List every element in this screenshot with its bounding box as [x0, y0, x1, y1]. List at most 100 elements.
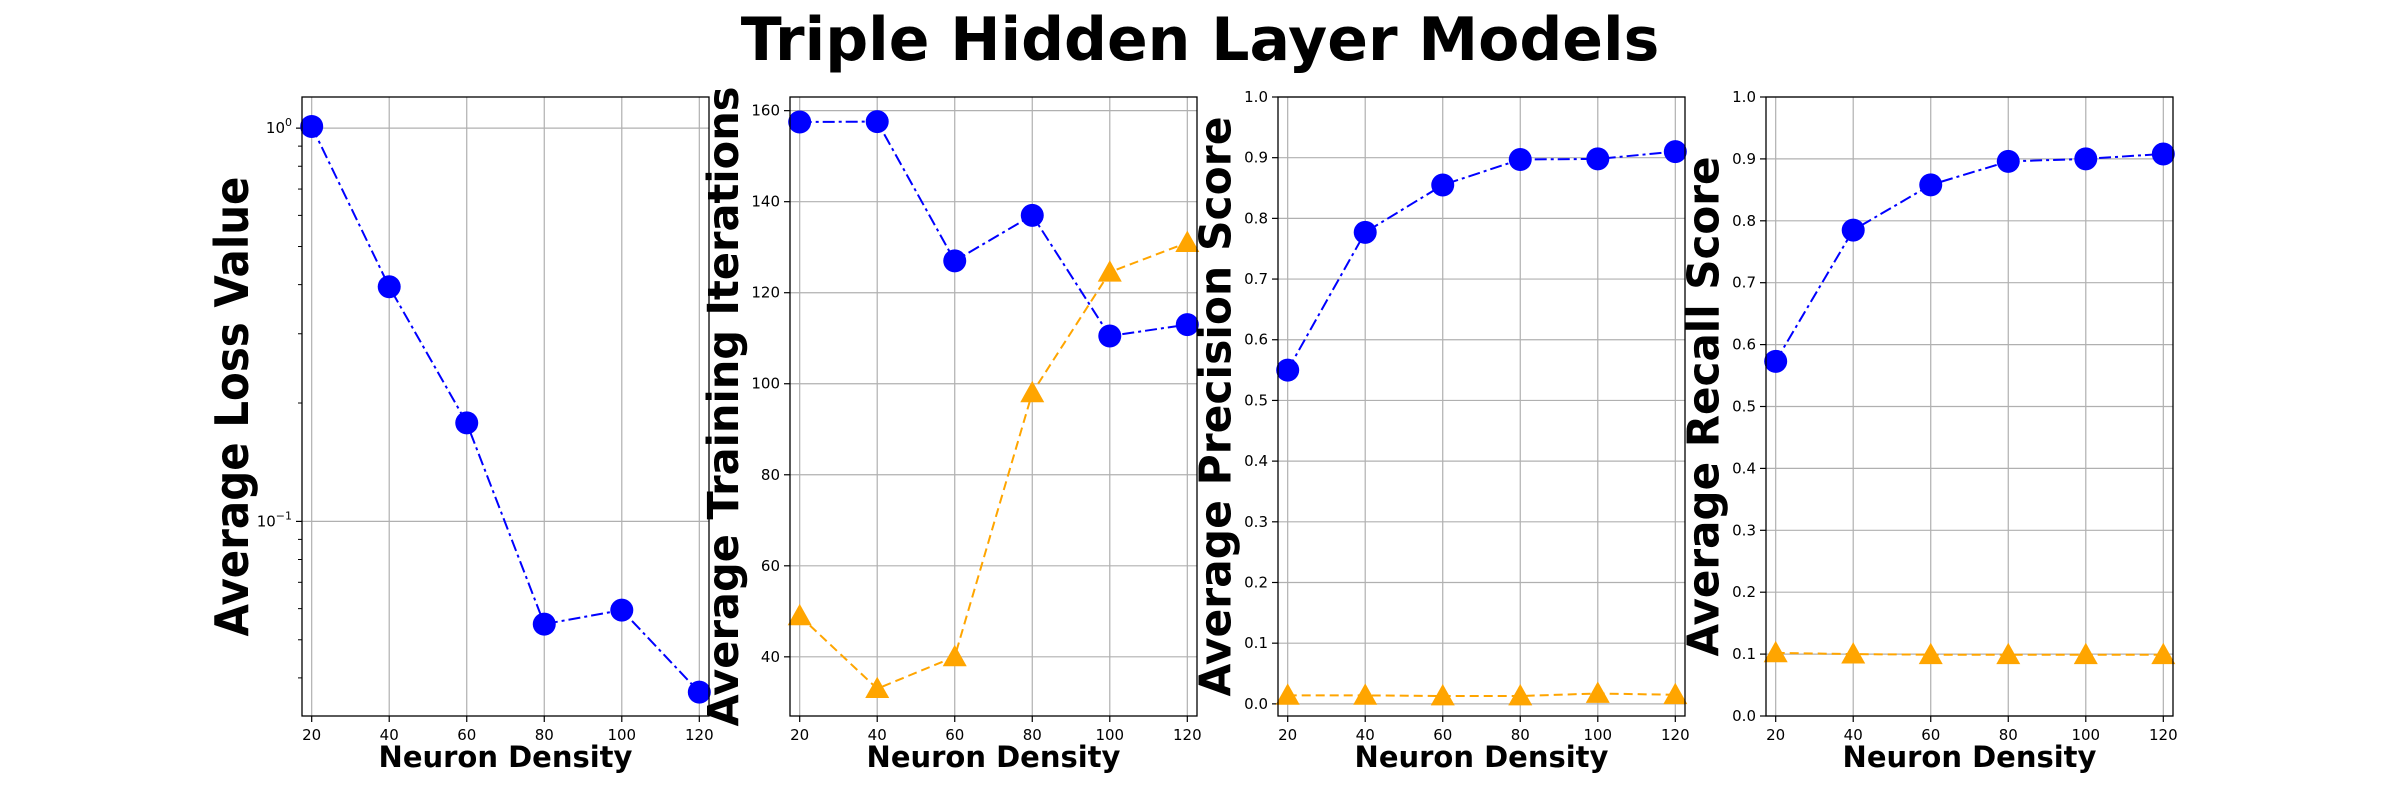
chart3-x-tick-label: 60 — [1433, 726, 1452, 744]
chart2-y-tick-label: 120 — [751, 284, 780, 302]
chart1-series1-point — [455, 411, 479, 435]
chart2-series2-point — [787, 603, 812, 626]
chart1-x-tick-label: 80 — [535, 726, 554, 744]
chart4-y-tick-label: 0.6 — [1732, 336, 1756, 354]
chart1-x-tick-label: 20 — [302, 726, 321, 744]
chart2-y-axis-title: Average Training Iterations — [699, 87, 749, 727]
chart3-series1-point — [1431, 173, 1455, 197]
chart3-series1-point — [1353, 220, 1377, 244]
chart2-series1-point — [865, 110, 889, 134]
chart3-x-tick-label: 100 — [1583, 726, 1612, 744]
chart1-series1-line — [310, 125, 701, 693]
chart4-series1-line — [1774, 152, 2164, 362]
chart2-y-tick-label: 140 — [751, 193, 780, 211]
chart3-y-tick-label: 0.1 — [1244, 634, 1268, 652]
chart4-series2-line — [1775, 651, 2164, 656]
chart2-y-tick-label: 100 — [751, 375, 780, 393]
chart2-axes-frame — [789, 96, 1198, 717]
chart3-x-tick-label: 80 — [1511, 726, 1530, 744]
chart4-series2-point — [1918, 642, 1943, 665]
chart4-series1-point — [2151, 142, 2175, 166]
chart3-series2-point — [1585, 681, 1610, 703]
chart3-y-tick-label: 0.8 — [1244, 209, 1268, 227]
chart4-y-tick-label: 1.0 — [1732, 88, 1756, 106]
chart4-y-axis-title: Average Recall Score — [1679, 157, 1730, 657]
chart4-y-tick-label: 0.9 — [1732, 150, 1756, 168]
chart3-y-tick-label: 0.0 — [1244, 695, 1268, 713]
chart2-series2-line — [799, 241, 1188, 690]
chart3-y-tick-label: 0.5 — [1244, 391, 1268, 409]
chart2-series1-point — [943, 249, 967, 273]
chart3-series2-point — [1430, 683, 1455, 706]
chart2-x-tick-label: 40 — [868, 726, 887, 744]
chart2-series1-point — [788, 110, 812, 134]
chart1-series1-point — [377, 275, 401, 299]
chart2-series2-point — [1175, 230, 1200, 253]
chart3-series2-point — [1275, 683, 1300, 705]
chart2-y-tick-label: 160 — [751, 102, 780, 120]
chart2-x-tick-label: 80 — [1023, 726, 1042, 744]
chart1-x-tick-label: 40 — [380, 726, 399, 744]
chart4-x-axis-title: Neuron Density — [1843, 740, 2097, 774]
chart1-x-axis-title: Neuron Density — [379, 740, 633, 774]
chart2-series1-point — [1098, 324, 1122, 348]
chart2-series2-point — [865, 676, 890, 699]
chart4-y-tick-label: 0.4 — [1732, 459, 1756, 477]
chart1-series1-point — [532, 612, 556, 636]
chart1-series1-point — [610, 598, 634, 622]
chart4-series1-point — [1841, 218, 1865, 242]
chart2-series1-line — [799, 120, 1188, 338]
chart1-y-tick-label: 100 — [266, 116, 292, 137]
chart2-x-tick-label: 100 — [1095, 726, 1124, 744]
chart4-y-tick-label: 0.0 — [1732, 707, 1756, 725]
chart4-axes-frame — [1765, 96, 2174, 717]
chart4-series2-point — [1763, 640, 1788, 663]
chart3-series2-point — [1353, 683, 1378, 705]
chart1-x-tick-label: 60 — [457, 726, 476, 744]
chart3-y-tick-label: 0.4 — [1244, 452, 1268, 470]
chart4-x-tick-label: 20 — [1766, 726, 1785, 744]
chart3-x-tick-label: 40 — [1356, 726, 1375, 744]
chart3-y-tick-label: 0.7 — [1244, 270, 1268, 288]
chart3-series1-point — [1276, 358, 1300, 382]
chart1-x-tick-label: 100 — [607, 726, 636, 744]
chart1-y-tick-label: 10−1 — [257, 509, 292, 530]
chart4-x-tick-label: 120 — [2149, 726, 2178, 744]
chart3-series2-point — [1663, 682, 1688, 705]
chart4-series2-point — [1996, 642, 2021, 665]
chart2-series1-point — [1175, 313, 1199, 337]
chart3-series1-point — [1508, 148, 1532, 172]
chart3-y-tick-label: 0.9 — [1244, 149, 1268, 167]
chart4-y-tick-label: 0.7 — [1732, 274, 1756, 292]
chart2-series2-point — [1097, 260, 1122, 282]
chart4-series1-point — [1919, 173, 1943, 197]
chart1-series1-point — [687, 680, 711, 704]
chart4-y-tick-label: 0.5 — [1732, 398, 1756, 416]
chart1-axes-frame — [301, 96, 710, 717]
chart3-y-tick-label: 0.3 — [1244, 513, 1268, 531]
chart3-y-tick-label: 1.0 — [1244, 88, 1268, 106]
chart3-series1-line — [1286, 150, 1676, 371]
figure-title: Triple Hidden Layer Models — [740, 5, 1660, 75]
chart1-y-axis-title: Average Loss Value — [205, 177, 259, 637]
chart2-x-tick-label: 60 — [945, 726, 964, 744]
chart2-series1-point — [1020, 203, 1044, 227]
chart1-series1-point — [300, 114, 324, 138]
chart4-series1-point — [2074, 147, 2098, 171]
chart3-series2-line — [1287, 692, 1676, 697]
chart4-series2-point — [2151, 642, 2176, 665]
chart4-x-tick-label: 60 — [1921, 726, 1940, 744]
chart2-series2-point — [942, 644, 967, 667]
chart1-x-tick-label: 120 — [685, 726, 714, 744]
chart4-y-tick-label: 0.1 — [1732, 645, 1756, 663]
chart4-y-tick-label: 0.8 — [1732, 212, 1756, 230]
chart3-axes-frame — [1277, 96, 1686, 717]
chart4-y-tick-label: 0.3 — [1732, 521, 1756, 539]
chart2-x-axis-title: Neuron Density — [867, 740, 1121, 774]
chart3-y-tick-label: 0.6 — [1244, 331, 1268, 349]
chart3-x-axis-title: Neuron Density — [1355, 740, 1609, 774]
chart2-x-tick-label: 120 — [1173, 726, 1202, 744]
chart3-y-tick-label: 0.2 — [1244, 573, 1268, 591]
chart3-y-axis-title: Average Precision Score — [1191, 117, 1242, 697]
